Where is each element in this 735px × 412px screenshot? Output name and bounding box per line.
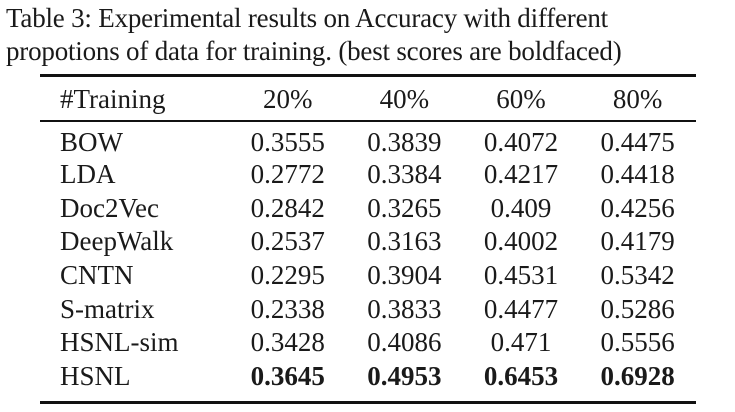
table-cell: 0.4179 xyxy=(600,226,675,257)
results-table: #Training 20% 40% 60% 80% BOW 0.3555 0.3… xyxy=(40,77,696,393)
table-cell: 0.2842 xyxy=(250,192,325,223)
table-row: Doc2Vec 0.2842 0.3265 0.409 0.4256 xyxy=(40,192,696,226)
table-cell: 0.3555 xyxy=(250,127,325,157)
table-caption: Table 3: Experimental results on Accurac… xyxy=(6,2,734,68)
table-cell: 0.4256 xyxy=(600,192,675,223)
table-cell: 0.3163 xyxy=(367,226,442,257)
table-row: BOW 0.3555 0.3839 0.4072 0.4475 xyxy=(40,121,696,158)
method-name: S-matrix xyxy=(60,293,155,324)
header-row: #Training 20% 40% 60% 80% xyxy=(40,77,696,121)
table-cell: 0.4531 xyxy=(483,260,559,291)
table-row: LDA 0.2772 0.3384 0.4217 0.4418 xyxy=(40,158,696,192)
best-score-cell: 0.3645 xyxy=(250,360,325,391)
table-row: HSNL-sim 0.3428 0.4086 0.471 0.5556 xyxy=(40,326,696,360)
bottom-rule xyxy=(40,401,696,404)
table-cell: 0.3833 xyxy=(367,293,442,324)
table-cell: 0.3265 xyxy=(367,192,442,223)
table-cell: 0.4217 xyxy=(483,159,559,190)
table-row: CNTN 0.2295 0.3904 0.4531 0.5342 xyxy=(40,259,696,293)
best-score-cell: 0.4953 xyxy=(367,360,442,391)
header-80-percent: 80% xyxy=(612,83,663,114)
best-score-cell: 0.6453 xyxy=(483,360,559,391)
table-cell: 0.471 xyxy=(490,327,552,358)
header-60-percent: 60% xyxy=(496,83,546,114)
header-40-percent: 40% xyxy=(379,83,430,114)
table-cell: 0.2537 xyxy=(250,226,325,257)
top-rule xyxy=(40,74,696,77)
method-name: LDA xyxy=(60,159,116,190)
caption-line-2: propotions of data for training. (best s… xyxy=(6,36,622,66)
table-cell: 0.5286 xyxy=(600,293,675,324)
header-rule xyxy=(40,120,696,122)
caption-line-1: Table 3: Experimental results on Accurac… xyxy=(6,3,608,33)
table-cell: 0.3428 xyxy=(250,327,325,358)
table-cell: 0.2772 xyxy=(250,159,325,190)
method-name: CNTN xyxy=(60,260,134,291)
table-row: DeepWalk 0.2537 0.3163 0.4002 0.4179 xyxy=(40,225,696,259)
table-cell: 0.4086 xyxy=(367,327,442,358)
table-cell: 0.409 xyxy=(490,192,552,223)
table-cell: 0.3904 xyxy=(367,260,442,291)
table-cell: 0.3384 xyxy=(367,159,442,190)
table-row: S-matrix 0.2338 0.3833 0.4477 0.5286 xyxy=(40,292,696,326)
table-row-best: HSNL 0.3645 0.4953 0.6453 0.6928 xyxy=(40,360,696,394)
table-cell: 0.4475 xyxy=(600,127,675,157)
table-cell: 0.5556 xyxy=(600,327,675,358)
best-score-cell: 0.6928 xyxy=(600,360,675,391)
table-cell: 0.5342 xyxy=(600,260,675,291)
method-name: BOW xyxy=(60,127,123,157)
header-20-percent: 20% xyxy=(263,83,313,114)
method-name: HSNL-sim xyxy=(60,327,179,358)
table-cell: 0.2295 xyxy=(250,260,325,291)
table-cell: 0.4002 xyxy=(483,226,559,257)
method-name: Doc2Vec xyxy=(60,192,159,223)
table-cell: 0.2338 xyxy=(250,293,325,324)
table-cell: 0.4072 xyxy=(483,127,559,157)
method-name: HSNL xyxy=(60,360,131,391)
table-cell: 0.3839 xyxy=(367,127,442,157)
header-training: #Training xyxy=(60,83,166,114)
method-name: DeepWalk xyxy=(60,226,174,257)
table-cell: 0.4418 xyxy=(600,159,675,190)
table-cell: 0.4477 xyxy=(483,293,559,324)
